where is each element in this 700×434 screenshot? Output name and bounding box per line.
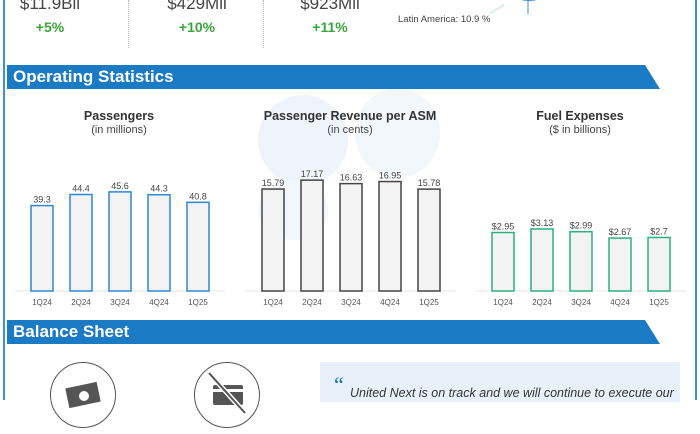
- ceo-quote-box: “ United Next is on track and we will co…: [320, 362, 680, 402]
- bar: [109, 192, 131, 291]
- data-label: 45.6: [111, 181, 129, 191]
- bar: [418, 189, 440, 291]
- data-label: $3.13: [531, 218, 554, 228]
- bar-charts: 39.3 1Q24 44.4 2Q24 45.6 3Q24 44.3 4Q24 40.8 1Q25…: [0, 0, 700, 320]
- data-label: 44.3: [150, 184, 168, 194]
- x-tick-label: 4Q24: [380, 298, 400, 307]
- no-credit-card-icon: [195, 363, 261, 429]
- data-label: 17.17: [301, 169, 324, 179]
- data-label: 16.63: [340, 173, 363, 183]
- bar: [609, 238, 631, 291]
- x-tick-label: 1Q25: [419, 298, 439, 307]
- bar: [148, 195, 170, 291]
- bar: [70, 195, 92, 291]
- bar: [187, 202, 209, 291]
- bar: [262, 189, 284, 291]
- data-label: 40.8: [189, 191, 207, 201]
- x-tick-label: 1Q25: [649, 298, 669, 307]
- quote-mark-icon: “: [334, 372, 344, 398]
- x-tick-label: 4Q24: [149, 298, 169, 307]
- x-tick-label: 3Q24: [341, 298, 361, 307]
- data-label: $2.7: [650, 226, 668, 236]
- bar: [492, 233, 514, 291]
- cash-icon-circle: [50, 362, 116, 428]
- quote-text: United Next is on track and we will cont…: [350, 386, 674, 400]
- x-tick-label: 1Q24: [263, 298, 283, 307]
- data-label: 15.78: [418, 178, 441, 188]
- bar: [531, 229, 553, 291]
- data-label: $2.67: [609, 227, 632, 237]
- data-label: $2.99: [570, 221, 593, 231]
- data-label: $2.95: [492, 222, 515, 232]
- bar: [340, 184, 362, 291]
- x-tick-label: 2Q24: [302, 298, 322, 307]
- x-tick-label: 3Q24: [571, 298, 591, 307]
- data-label: 44.4: [72, 184, 90, 194]
- x-tick-label: 1Q24: [32, 298, 52, 307]
- x-tick-label: 2Q24: [71, 298, 91, 307]
- bar: [570, 232, 592, 291]
- no-debt-card-icon-circle: [194, 362, 260, 428]
- x-tick-label: 4Q24: [610, 298, 630, 307]
- data-label: 39.3: [33, 195, 51, 205]
- x-tick-label: 2Q24: [532, 298, 552, 307]
- bar: [301, 180, 323, 291]
- cash-icon: [51, 363, 117, 429]
- bar: [379, 182, 401, 291]
- x-tick-label: 1Q25: [188, 298, 208, 307]
- x-tick-label: 1Q24: [493, 298, 513, 307]
- x-tick-label: 3Q24: [110, 298, 130, 307]
- bar: [648, 237, 670, 291]
- data-label: 15.79: [262, 178, 285, 188]
- data-label: 16.95: [379, 171, 402, 181]
- section-header-balance-sheet: Balance Sheet: [7, 320, 660, 344]
- bar: [31, 206, 53, 291]
